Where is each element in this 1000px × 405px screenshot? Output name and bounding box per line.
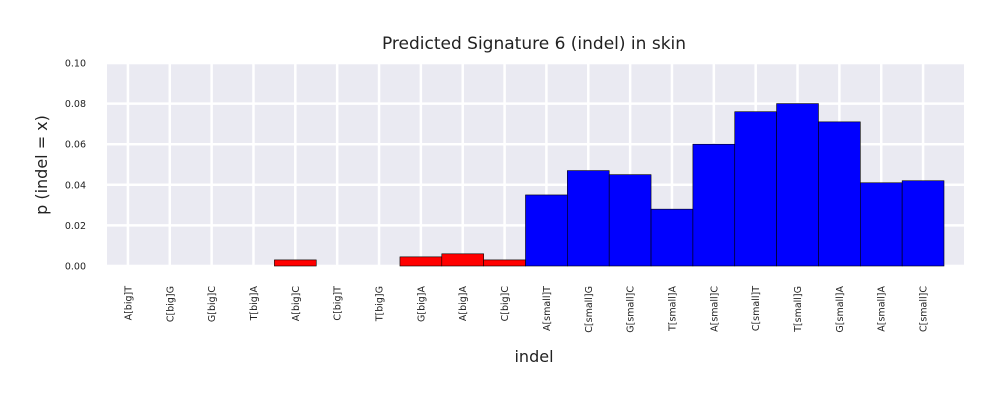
x-tick-label: G[big]A [416, 286, 427, 322]
bar-A[small]C [692, 143, 736, 267]
y-tick-label: 0.06 [65, 140, 86, 151]
x-tick-label: C[big]C [500, 286, 511, 322]
x-tick-label: C[small]G [584, 286, 595, 333]
bar-G[small]C [608, 174, 652, 267]
bar-G[big]A [399, 256, 443, 267]
x-tick-label: C[big]T [333, 286, 344, 321]
x-tick-label: A[small]A [877, 286, 888, 332]
x-tick-label: T[small]G [793, 286, 804, 333]
y-tick-label: 0.04 [65, 180, 86, 191]
bar-C[big]C [483, 259, 526, 267]
y-tick-label: 0.00 [65, 262, 86, 273]
x-tick-label: G[big]C [207, 286, 218, 322]
x-tick-label: A[big]A [458, 286, 469, 322]
bar-C[small]T [734, 111, 777, 267]
bars [274, 103, 945, 267]
y-tick-label: 0.08 [65, 99, 86, 110]
x-tick-label: A[small]C [709, 286, 720, 332]
bar-A[small]T [525, 194, 568, 267]
x-tick-label: A[big]C [291, 286, 302, 322]
bar-C[small]G [567, 170, 610, 267]
bar-C[small]C [901, 180, 945, 267]
bar-A[big]C [274, 259, 317, 267]
x-tick-label: T[big]A [249, 286, 260, 322]
y-tick-label: 0.10 [65, 59, 86, 70]
x-tick-labels: A[big]T C[big]G G[big]C T[big]A A[big]C C[big… [123, 286, 929, 333]
x-tick-label: G[small]A [835, 286, 846, 333]
bar-T[small]A [650, 208, 694, 267]
x-tick-label: G[small]C [626, 286, 637, 333]
x-tick-label: T[small]A [667, 286, 678, 333]
x-axis-label: indel [514, 347, 553, 366]
x-tick-label: T[big]G [375, 286, 386, 322]
x-tick-label: C[small]T [751, 286, 762, 331]
y-tick-label: 0.02 [65, 221, 86, 232]
bar-G[small]A [818, 121, 861, 267]
x-tick-label: A[small]T [542, 286, 553, 331]
x-tick-label: C[small]C [919, 286, 930, 332]
y-axis-label: p (indel = x) [32, 115, 51, 215]
bar-A[big]A [441, 253, 484, 267]
x-tick-label: A[big]T [123, 286, 134, 321]
chart-title: Predicted Signature 6 (indel) in skin [382, 34, 686, 54]
bar-A[small]A [859, 182, 903, 267]
x-tick-label: C[big]G [165, 286, 176, 322]
bar-T[small]G [776, 103, 819, 267]
y-tick-labels: 0.00 0.02 0.04 0.06 0.08 0.10 [65, 59, 86, 273]
